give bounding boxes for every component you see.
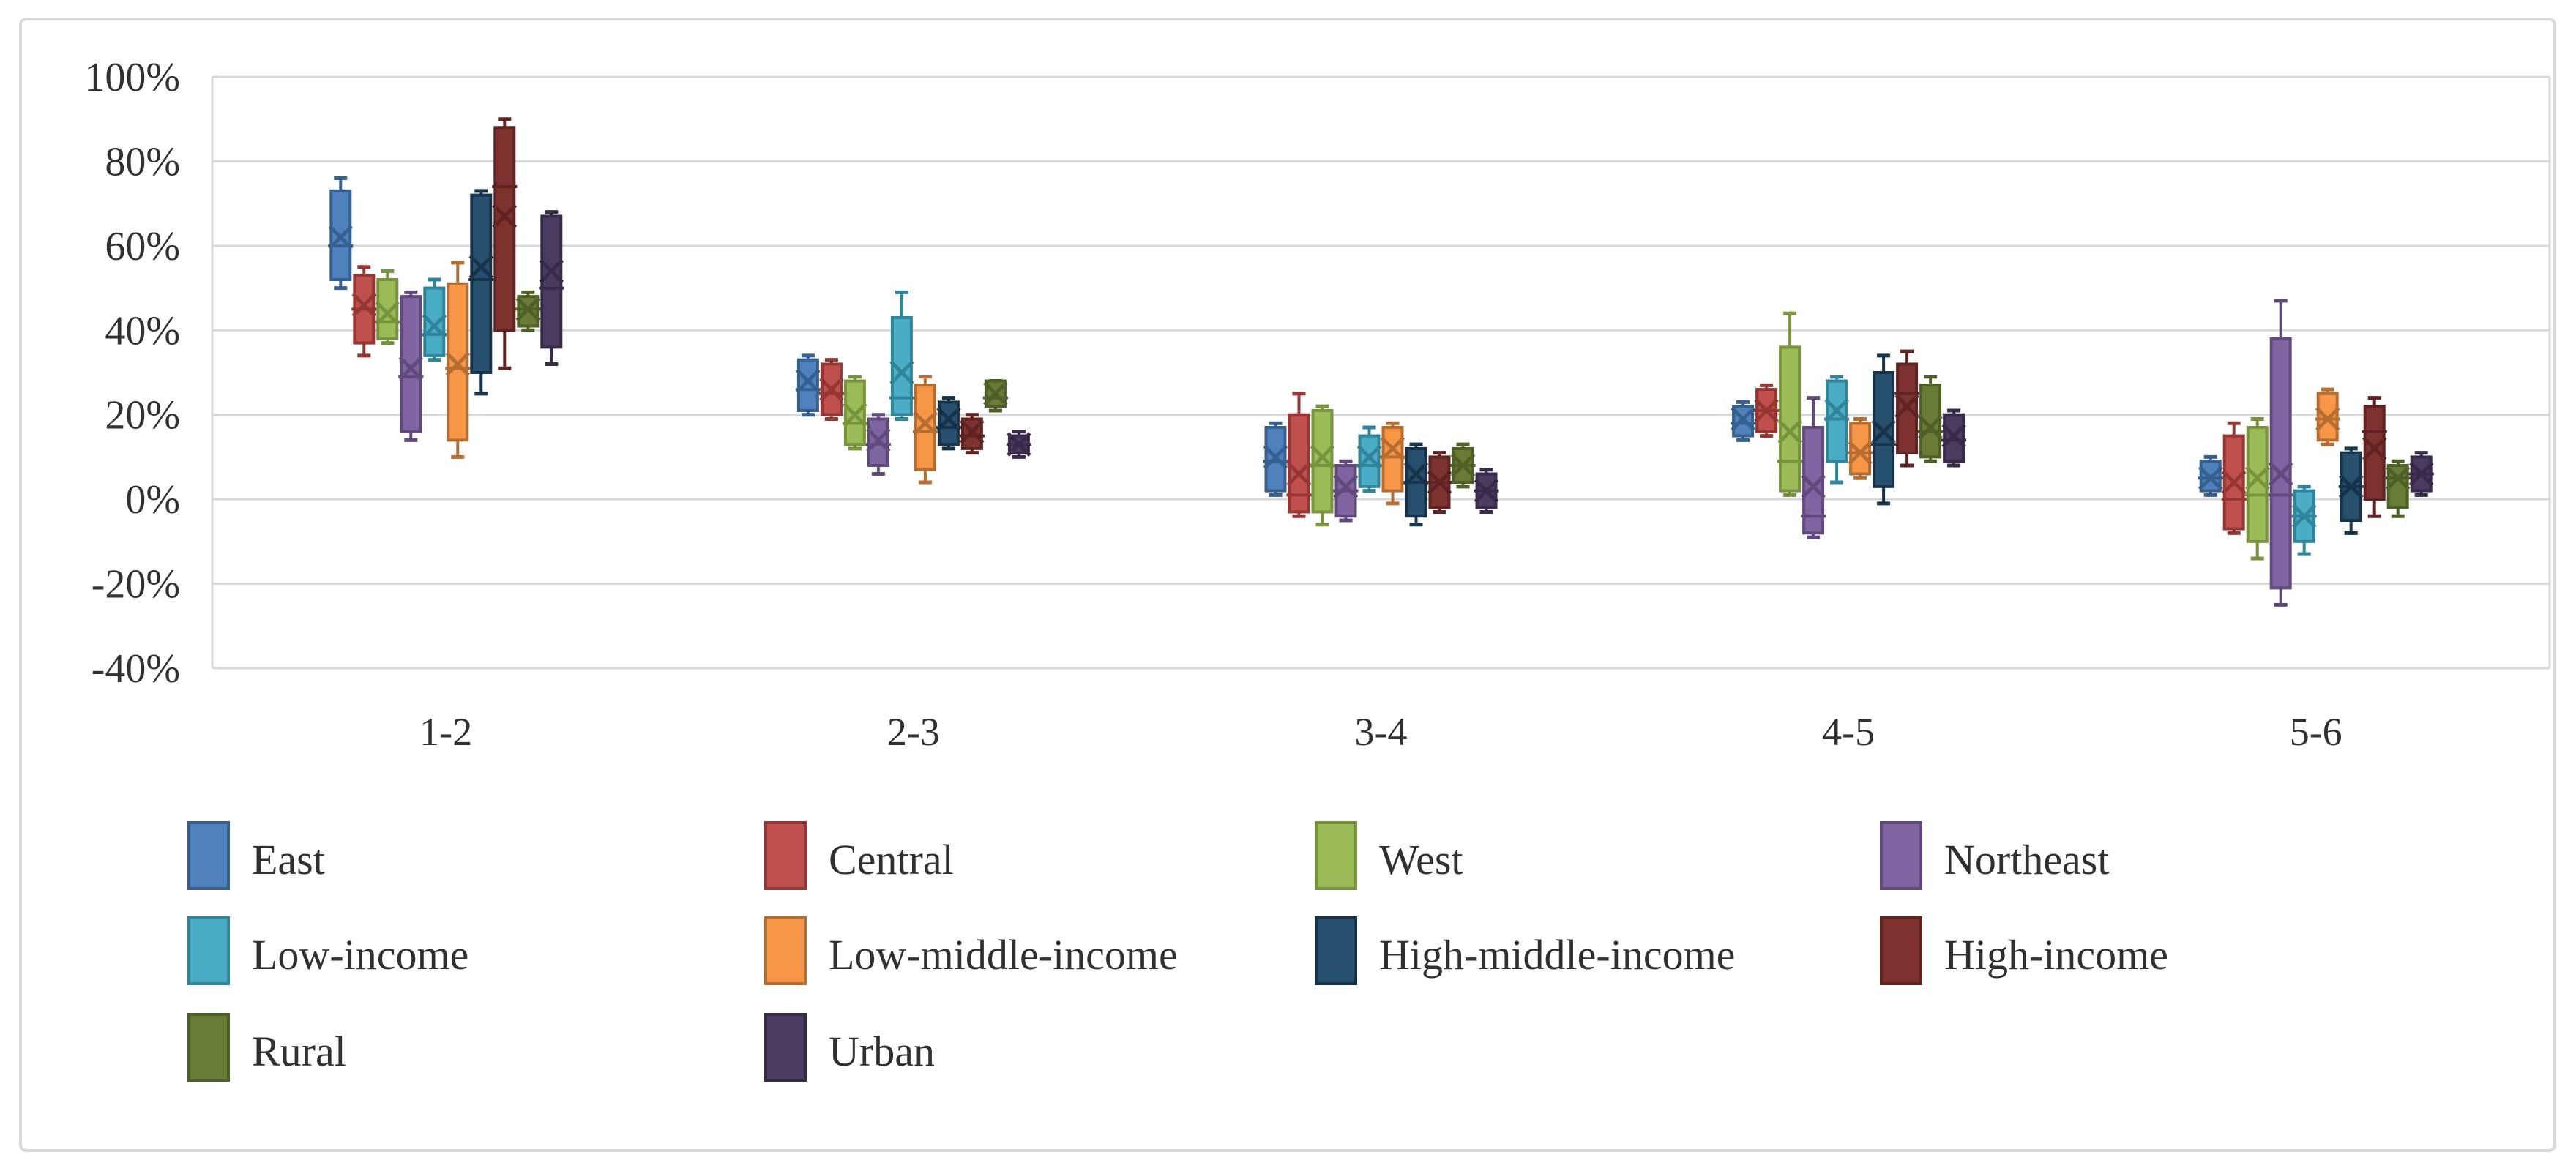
box-Rural-1-2 (515, 290, 541, 332)
y-axis-tick: 40% (105, 308, 180, 353)
box-Low-income-4-5 (1824, 375, 1850, 485)
legend-item-Northeast: Northeast (1880, 821, 2110, 890)
box-Low-middle-income-3-4 (1380, 421, 1405, 506)
box-Low-income-1-2 (422, 277, 447, 362)
x-axis-label: 4-5 (1822, 710, 1875, 754)
legend-swatch-icon (1315, 916, 1357, 985)
box-Central-3-4 (1286, 392, 1312, 518)
legend-swatch-icon (1880, 821, 1922, 890)
legend-swatch-icon (187, 821, 230, 890)
box-Central-4-5 (1754, 383, 1780, 438)
box-East-3-4 (1263, 421, 1288, 497)
box-Low-middle-income-4-5 (1848, 416, 1873, 480)
box-High-middle-income-1-2 (468, 189, 494, 396)
legend-label: West (1379, 836, 1463, 883)
box-East-5-6 (2198, 454, 2223, 497)
legend-swatch-icon (1315, 821, 1357, 890)
box-High-middle-income-4-5 (1871, 353, 1897, 506)
box-Low-middle-income-1-2 (445, 261, 471, 459)
x-axis-label: 3-4 (1355, 710, 1408, 754)
legend-label: High-middle-income (1379, 931, 1735, 979)
legend-item-Low-middle-income: Low-middle-income (764, 916, 1178, 985)
box-Urban-5-6 (2408, 451, 2434, 497)
legend-item-Low-income: Low-income (187, 916, 468, 985)
legend-label: Low-middle-income (829, 931, 1178, 979)
legend-swatch-icon (764, 1013, 807, 1082)
y-axis-tick: 20% (105, 393, 180, 438)
legend-item-Central: Central (764, 821, 954, 890)
box-Northeast-1-2 (398, 290, 424, 442)
legend-swatch-icon (1880, 916, 1922, 985)
legend-label: High-income (1944, 931, 2168, 979)
box-Low-income-5-6 (2291, 485, 2317, 556)
box-Urban-3-4 (1474, 468, 1499, 514)
box-East-4-5 (1731, 400, 1756, 442)
box-High-income-1-2 (492, 117, 518, 370)
box-West-5-6 (2244, 416, 2270, 561)
box-West-2-3 (842, 375, 867, 451)
box-Rural-4-5 (1918, 375, 1944, 463)
legend-item-Urban: Urban (764, 1013, 935, 1082)
legend-item-High-middle-income: High-middle-income (1315, 916, 1735, 985)
x-axis-label: 1-2 (419, 710, 472, 754)
legend-swatch-icon (187, 916, 230, 985)
legend-item-West: West (1315, 821, 1463, 890)
box-High-income-3-4 (1427, 451, 1452, 514)
legend-swatch-icon (187, 1013, 230, 1082)
y-axis-tick: -20% (92, 562, 180, 607)
box-Low-income-3-4 (1356, 425, 1382, 493)
box-Rural-5-6 (2385, 459, 2411, 518)
box-High-income-5-6 (2362, 396, 2387, 518)
x-axis-label: 5-6 (2290, 710, 2342, 754)
box-Rural-3-4 (1450, 442, 1476, 489)
legend-item-East: East (187, 821, 325, 890)
box-Northeast-3-4 (1333, 459, 1359, 523)
legend-label: Rural (252, 1028, 346, 1075)
box-East-2-3 (795, 353, 821, 417)
box-East-1-2 (328, 176, 354, 291)
box-Low-middle-income-5-6 (2315, 387, 2340, 446)
box-Urban-1-2 (539, 210, 564, 366)
box-Northeast-5-6 (2268, 299, 2293, 607)
y-axis-tick: 80% (105, 139, 180, 184)
box-Rural-2-3 (982, 379, 1008, 413)
box-Low-income-2-3 (889, 290, 914, 421)
chart-border (19, 18, 2556, 1152)
y-axis-tick: 60% (105, 224, 180, 269)
box-Low-middle-income-2-3 (912, 375, 938, 485)
legend-label: Low-income (252, 931, 468, 979)
box-Central-5-6 (2221, 421, 2247, 535)
legend-label: Central (829, 836, 954, 883)
box-High-middle-income-3-4 (1403, 442, 1429, 527)
legend-swatch-icon (764, 821, 807, 890)
box-High-middle-income-2-3 (936, 396, 961, 451)
box-Urban-4-5 (1941, 408, 1967, 468)
box-Northeast-4-5 (1801, 396, 1826, 539)
legend-label: Northeast (1944, 836, 2110, 883)
y-axis-tick: 100% (84, 55, 180, 100)
box-West-3-4 (1310, 404, 1335, 527)
box-West-1-2 (375, 269, 400, 345)
box-Central-1-2 (351, 265, 377, 358)
box-Central-2-3 (818, 358, 844, 421)
x-axis-label: 2-3 (887, 710, 940, 754)
box-West-4-5 (1777, 311, 1803, 497)
box-High-income-2-3 (959, 413, 985, 455)
box-Urban-2-3 (1006, 430, 1031, 459)
legend-item-High-income: High-income (1880, 916, 2168, 985)
box-High-income-4-5 (1894, 349, 1920, 468)
legend-swatch-icon (764, 916, 807, 985)
y-axis-tick: -40% (92, 646, 180, 692)
box-High-middle-income-5-6 (2338, 446, 2364, 535)
y-axis-tick: 0% (125, 477, 180, 523)
box-Northeast-2-3 (865, 413, 891, 476)
legend-item-Rural: Rural (187, 1013, 346, 1082)
legend-label: East (252, 836, 325, 883)
legend-label: Urban (829, 1028, 935, 1075)
